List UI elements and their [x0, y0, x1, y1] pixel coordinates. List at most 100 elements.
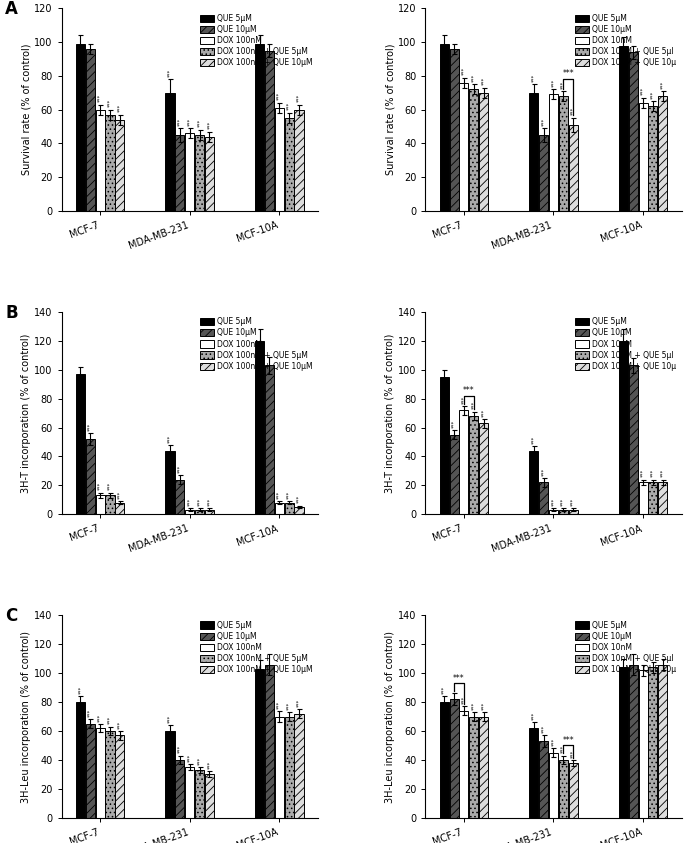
- Legend: QUE 5μM, QUE 10μM, DOX 10nM, DOX 10nM + QUE 5μl, DOX 10nM + QUE 10μ: QUE 5μM, QUE 10μM, DOX 10nM, DOX 10nM + …: [574, 13, 677, 69]
- Text: ***: ***: [532, 73, 536, 82]
- Text: ***: ***: [277, 701, 282, 709]
- Bar: [76, 702, 85, 818]
- Bar: [479, 93, 488, 211]
- Text: ***: ***: [108, 482, 112, 491]
- Bar: [86, 49, 95, 211]
- Text: ***: ***: [651, 469, 656, 477]
- Text: ***: ***: [117, 491, 123, 499]
- Bar: [469, 717, 478, 818]
- Bar: [275, 717, 284, 818]
- Bar: [549, 510, 558, 514]
- Bar: [265, 365, 274, 514]
- Text: ***: ***: [463, 386, 475, 395]
- Text: ***: ***: [562, 69, 574, 78]
- Bar: [469, 89, 478, 211]
- Bar: [255, 341, 264, 514]
- Text: ***: ***: [471, 401, 476, 410]
- Text: ***: ***: [197, 119, 202, 127]
- Text: ***: ***: [451, 420, 457, 428]
- Y-axis label: 3H-T incorporation (% of control): 3H-T incorporation (% of control): [21, 333, 32, 493]
- Bar: [285, 502, 294, 514]
- Bar: [530, 93, 538, 211]
- Bar: [440, 702, 449, 818]
- Bar: [649, 482, 658, 514]
- Bar: [449, 49, 458, 211]
- Text: ***: ***: [297, 94, 301, 102]
- Bar: [638, 482, 647, 514]
- Text: ***: ***: [117, 721, 123, 729]
- Text: ***: ***: [660, 80, 665, 89]
- Text: ***: ***: [168, 715, 173, 723]
- Bar: [285, 118, 294, 211]
- Text: ***: ***: [551, 78, 556, 87]
- Bar: [539, 482, 548, 514]
- Text: ***: ***: [297, 495, 301, 503]
- Text: ***: ***: [277, 92, 282, 100]
- Text: ***: ***: [286, 701, 292, 710]
- Bar: [175, 760, 184, 818]
- Bar: [96, 496, 105, 514]
- Bar: [619, 341, 628, 514]
- Bar: [539, 135, 548, 211]
- Bar: [76, 374, 85, 514]
- Bar: [460, 711, 469, 818]
- Bar: [295, 714, 303, 818]
- Text: ***: ***: [462, 67, 466, 75]
- Bar: [658, 96, 667, 211]
- Text: ***: ***: [177, 745, 182, 754]
- Text: ***: ***: [88, 423, 92, 431]
- Bar: [86, 724, 95, 818]
- Bar: [549, 753, 558, 818]
- Bar: [105, 731, 114, 818]
- Legend: QUE 5μM, QUE 10μM, DOX 100nM, DOX 100nM + QUE 5μM, DOX 100nM + QUE 10μM: QUE 5μM, QUE 10μM, DOX 100nM, DOX 100nM …: [199, 316, 314, 373]
- Y-axis label: Survival rate (% of control): Survival rate (% of control): [385, 44, 395, 175]
- Bar: [539, 741, 548, 818]
- Text: ***: ***: [197, 498, 202, 507]
- Bar: [115, 735, 125, 818]
- Bar: [649, 668, 658, 818]
- Bar: [295, 110, 303, 211]
- Text: ***: ***: [561, 498, 566, 507]
- Text: ***: ***: [286, 102, 292, 110]
- Bar: [255, 44, 264, 211]
- Text: ***: ***: [532, 711, 536, 720]
- Bar: [166, 731, 175, 818]
- Bar: [469, 416, 478, 514]
- Text: ***: ***: [532, 436, 536, 444]
- Bar: [255, 668, 264, 818]
- Y-axis label: 3H-Leu incorporation (% of control): 3H-Leu incorporation (% of control): [385, 631, 395, 803]
- Legend: QUE 5μM, QUE 10μM, DOX 100nM, DOX 100nM + QUE 5μM, DOX 100nM + QUE 10μM: QUE 5μM, QUE 10μM, DOX 100nM, DOX 100nM …: [199, 620, 314, 676]
- Text: ***: ***: [108, 99, 112, 107]
- Text: ***: ***: [541, 117, 546, 126]
- Bar: [195, 510, 204, 514]
- Text: ***: ***: [207, 761, 212, 770]
- Text: ***: ***: [551, 498, 556, 507]
- Text: ***: ***: [98, 482, 103, 491]
- Bar: [275, 108, 284, 211]
- Text: ***: ***: [168, 434, 173, 443]
- Y-axis label: Survival rate (% of control): Survival rate (% of control): [21, 44, 32, 175]
- Text: B: B: [5, 303, 18, 322]
- Legend: QUE 5μM, QUE 10μM, DOX 100nM, DOX 100nM + QUE 5μM, DOX 100nM + QUE 10μM: QUE 5μM, QUE 10μM, DOX 100nM, DOX 100nM …: [199, 13, 314, 69]
- Text: ***: ***: [187, 117, 192, 126]
- Text: ***: ***: [98, 713, 103, 722]
- Text: ***: ***: [571, 749, 575, 758]
- Bar: [629, 365, 638, 514]
- Text: ***: ***: [481, 701, 486, 710]
- Text: ***: ***: [207, 498, 212, 507]
- Bar: [115, 120, 125, 211]
- Bar: [185, 133, 195, 211]
- Bar: [629, 52, 638, 211]
- Bar: [86, 439, 95, 514]
- Bar: [479, 717, 488, 818]
- Text: A: A: [5, 0, 18, 19]
- Bar: [76, 44, 85, 211]
- Bar: [449, 435, 458, 514]
- Bar: [460, 83, 469, 211]
- Text: ***: ***: [117, 104, 123, 112]
- Text: ***: ***: [187, 498, 192, 507]
- Text: ***: ***: [651, 90, 656, 99]
- Bar: [638, 670, 647, 818]
- Bar: [619, 668, 628, 818]
- Text: ***: ***: [561, 745, 566, 754]
